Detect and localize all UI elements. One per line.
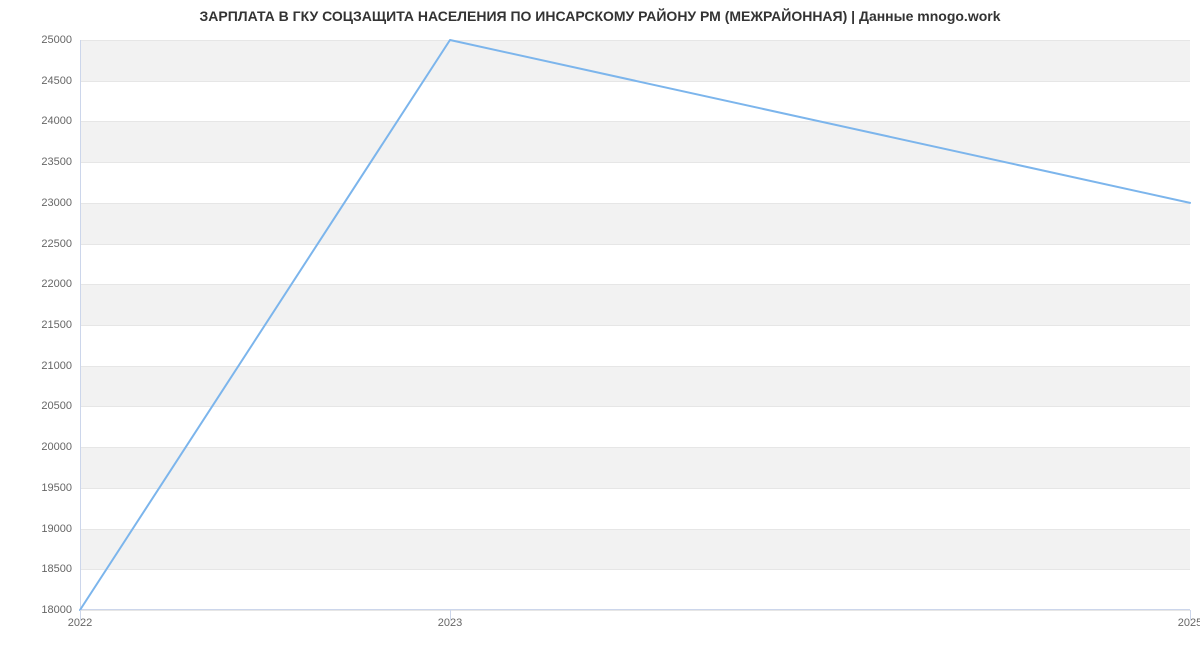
plot-area	[80, 40, 1190, 610]
y-tick-label: 19500	[41, 482, 72, 494]
series-line	[80, 40, 1190, 610]
salary-line-chart: ЗАРПЛАТА В ГКУ СОЦЗАЩИТА НАСЕЛЕНИЯ ПО ИН…	[0, 0, 1200, 650]
y-tick-label: 23000	[41, 197, 72, 209]
chart-title: ЗАРПЛАТА В ГКУ СОЦЗАЩИТА НАСЕЛЕНИЯ ПО ИН…	[0, 8, 1200, 24]
y-tick-label: 23500	[41, 156, 72, 168]
y-tick-label: 21000	[41, 360, 72, 372]
y-tick-label: 24000	[41, 115, 72, 127]
y-tick-label: 20000	[41, 441, 72, 453]
y-tick-label: 24500	[41, 75, 72, 87]
y-tick-label: 21500	[41, 319, 72, 331]
x-tick-label: 2025	[1178, 617, 1200, 629]
y-tick-label: 22000	[41, 278, 72, 290]
y-tick-label: 22500	[41, 238, 72, 250]
y-tick-label: 20500	[41, 400, 72, 412]
y-tick-label: 18000	[41, 604, 72, 616]
y-tick-label: 18500	[41, 563, 72, 575]
y-tick-label: 19000	[41, 523, 72, 535]
y-tick-label: 25000	[41, 34, 72, 46]
